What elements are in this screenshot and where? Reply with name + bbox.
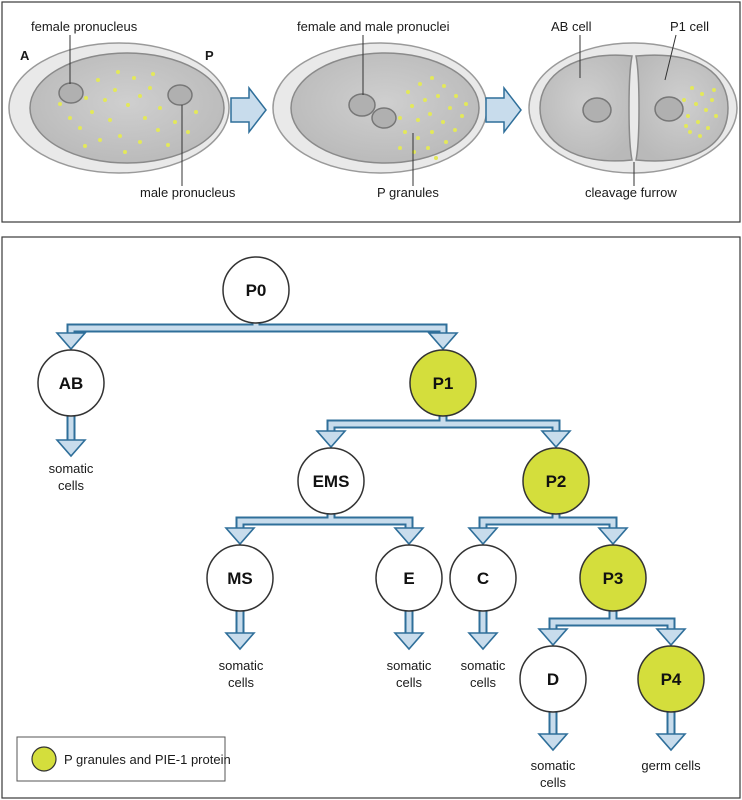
p0-division-arrowhead-ab xyxy=(55,332,87,351)
p0-division-connector-fill xyxy=(68,323,446,335)
granules-dispersed xyxy=(58,70,198,154)
fate-ab-line1: somatic xyxy=(49,461,94,476)
p2-division-arrowhead-p3 xyxy=(597,527,629,546)
node-ems-circle xyxy=(297,447,365,515)
node-ms-label: MS xyxy=(227,569,253,588)
node-c-label: C xyxy=(477,569,489,588)
node-ab-circle xyxy=(37,349,105,417)
p3-division-arrowhead-d xyxy=(537,628,569,647)
male-pronucleus-shape xyxy=(167,84,193,106)
p4-fate-arrow-head xyxy=(655,733,687,752)
node-p3-circle xyxy=(579,544,647,612)
node-p4-label: P4 xyxy=(661,670,682,689)
p3-division-arrowhead-p4 xyxy=(655,628,687,647)
node-d-circle xyxy=(519,645,587,713)
fate-ms-line2: cells xyxy=(228,675,255,690)
female-pronucleus-shape xyxy=(58,82,84,104)
node-e: E xyxy=(375,544,443,612)
stage-arrow-2 xyxy=(485,85,522,135)
lineage-connectors xyxy=(55,323,687,752)
stage-arrow-1 xyxy=(230,85,267,135)
node-p2-circle xyxy=(522,447,590,515)
node-e-label: E xyxy=(403,569,414,588)
legend: P granules and PIE-1 protein xyxy=(16,736,231,782)
p1-division-arrowhead-p2 xyxy=(540,430,572,449)
node-p4: P4 xyxy=(637,645,705,713)
embryo-pronuclei-meeting xyxy=(272,42,488,174)
node-d: D xyxy=(519,645,587,713)
node-c: C xyxy=(449,544,517,612)
fate-e-line1: somatic xyxy=(387,658,432,673)
fate-c-line2: cells xyxy=(470,675,497,690)
c-fate-arrow-head xyxy=(467,632,499,651)
lineage-nodes: P0 AB P1 EMS P2 MS E C P3 D P4 xyxy=(37,256,705,713)
node-p2-label: P2 xyxy=(546,472,567,491)
fate-ab-line2: cells xyxy=(58,478,85,493)
fate-d-line2: cells xyxy=(540,775,567,790)
p1-cell-label: P1 cell xyxy=(670,19,709,34)
node-ab-label: AB xyxy=(59,374,84,393)
node-p0-circle xyxy=(222,256,290,324)
node-c-circle xyxy=(449,544,517,612)
e-fate-arrow-head xyxy=(393,632,425,651)
fate-ms-line1: somatic xyxy=(219,658,264,673)
node-d-label: D xyxy=(547,670,559,689)
node-e-circle xyxy=(375,544,443,612)
legend-label: P granules and PIE-1 protein xyxy=(64,752,231,767)
p2-division-connector-fill xyxy=(480,514,616,530)
node-ems: EMS xyxy=(297,447,365,515)
ms-fate-arrow-head xyxy=(224,632,256,651)
p0-division-arrowhead-p1 xyxy=(427,332,459,351)
node-p1-label: P1 xyxy=(433,374,454,393)
fate-e-line2: cells xyxy=(396,675,423,690)
pronuclei-label: female and male pronuclei xyxy=(297,19,450,34)
p1-division-connector-fill xyxy=(328,416,559,433)
leader-p1 xyxy=(664,34,677,81)
node-ab: AB xyxy=(37,349,105,417)
fate-d-line1: somatic xyxy=(531,758,576,773)
node-ems-label: EMS xyxy=(313,472,350,491)
node-p0-label: P0 xyxy=(246,281,267,300)
p1-division-arrowhead-ems xyxy=(315,430,347,449)
node-p2: P2 xyxy=(522,447,590,515)
cleavage-furrow-label: cleavage furrow xyxy=(585,185,677,200)
embryo-one-cell xyxy=(8,42,230,174)
node-ms: MS xyxy=(206,544,274,612)
anterior-label: A xyxy=(20,48,30,63)
fate-p4-germ: germ cells xyxy=(641,758,701,773)
female-pronucleus-label: female pronucleus xyxy=(31,19,138,34)
posterior-label: P xyxy=(205,48,214,63)
node-p3: P3 xyxy=(579,544,647,612)
p3-division-connector-fill xyxy=(550,611,674,631)
embryo-two-cell xyxy=(528,42,738,174)
node-p0: P0 xyxy=(222,256,290,324)
ems-division-arrowhead-e xyxy=(393,527,425,546)
ab-fate-arrow-head xyxy=(55,439,87,458)
legend-swatch xyxy=(31,746,57,772)
node-ms-circle xyxy=(206,544,274,612)
male-pronucleus-label: male pronucleus xyxy=(140,185,236,200)
ems-division-arrowhead-ms xyxy=(224,527,256,546)
legend-box xyxy=(16,736,226,782)
fate-c-line1: somatic xyxy=(461,658,506,673)
granules-p1 xyxy=(682,86,718,138)
node-p3-label: P3 xyxy=(603,569,624,588)
node-p4-circle xyxy=(637,645,705,713)
granules-posterior xyxy=(398,76,468,160)
p-granules-label: P granules xyxy=(377,185,439,200)
fate-labels: somatic cells somatic cells somatic cell… xyxy=(49,461,702,790)
ab-cell-label: AB cell xyxy=(551,19,592,34)
d-fate-arrow-head xyxy=(537,733,569,752)
node-p1-circle xyxy=(409,349,477,417)
node-p1: P1 xyxy=(409,349,477,417)
p2-division-arrowhead-c xyxy=(467,527,499,546)
ems-division-connector-fill xyxy=(237,514,412,530)
